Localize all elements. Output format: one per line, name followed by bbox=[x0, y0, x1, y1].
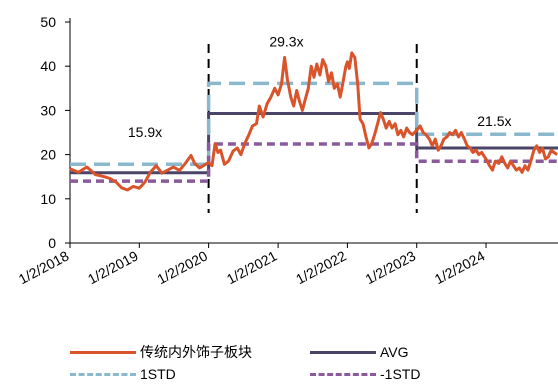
y-tick-label: 30 bbox=[40, 102, 56, 118]
period-multiple-label: 21.5x bbox=[477, 113, 511, 129]
legend-item-neg1std: -1STD bbox=[310, 364, 420, 384]
legend-label-avg: AVG bbox=[380, 344, 409, 360]
x-tick-label: 1/2/2021 bbox=[224, 247, 280, 287]
x-axis: 1/2/2018 1/2/2019 1/2/2020 1/2/2021 1/2/2022… bbox=[16, 242, 558, 287]
x-tick-label: 1/2/2018 bbox=[16, 247, 72, 287]
y-tick-label: 20 bbox=[40, 147, 56, 163]
band-line-1std bbox=[70, 142, 558, 183]
legend: 传统内外饰子板块 AVG 1STD -1STD bbox=[70, 340, 550, 382]
legend-label-series: 传统内外饰子板块 bbox=[140, 344, 252, 360]
y-tick-label: 50 bbox=[40, 14, 56, 30]
legend-swatch-series bbox=[70, 350, 136, 354]
band-line-1std bbox=[70, 81, 558, 167]
period-multiple-label: 29.3x bbox=[269, 33, 303, 49]
x-tick-label: 1/2/2022 bbox=[293, 247, 349, 287]
x-tick-label: 1/2/2019 bbox=[85, 247, 141, 287]
y-tick-label: 0 bbox=[48, 235, 56, 251]
x-tick-label: 1/2/2020 bbox=[154, 247, 210, 287]
legend-label-1std: 1STD bbox=[140, 366, 176, 382]
period-multiple-label: 15.9x bbox=[128, 124, 162, 140]
y-tick-label: 40 bbox=[40, 58, 56, 74]
x-tick-label: 1/2/2023 bbox=[363, 247, 419, 287]
y-axis: 0 10 20 30 40 50 bbox=[40, 14, 71, 251]
annotations: 15.9x 29.3x 21.5x bbox=[128, 33, 512, 140]
legend-item-1std: 1STD bbox=[70, 364, 176, 384]
legend-label-neg1std: -1STD bbox=[380, 366, 421, 382]
legend-swatch-1std bbox=[70, 372, 136, 376]
price-series bbox=[69, 51, 558, 192]
y-tick-label: 10 bbox=[40, 191, 56, 207]
legend-swatch-avg bbox=[310, 350, 376, 354]
period-dividers bbox=[207, 44, 418, 213]
legend-item-series: 传统内外饰子板块 bbox=[70, 342, 252, 362]
x-tick-label: 1/2/2024 bbox=[432, 247, 488, 287]
legend-item-avg: AVG bbox=[310, 342, 409, 362]
series-line bbox=[69, 51, 558, 192]
legend-swatch-neg1std bbox=[310, 372, 376, 376]
